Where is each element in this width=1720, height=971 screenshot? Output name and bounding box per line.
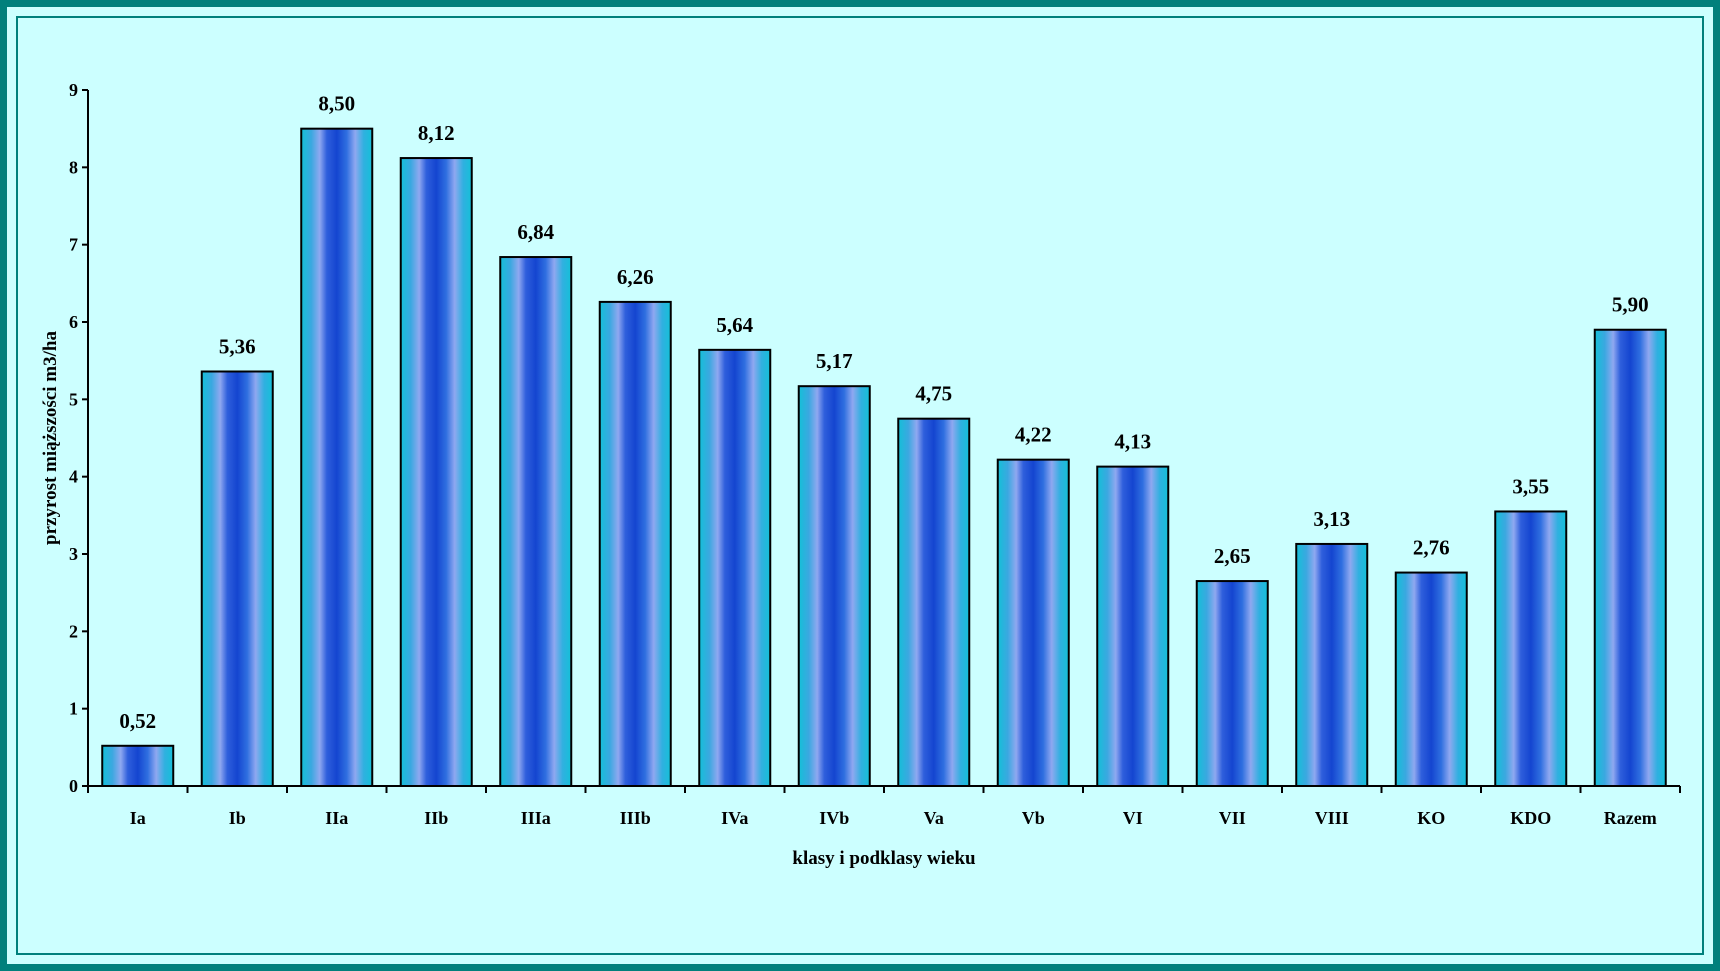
y-tick-label: 7 (69, 235, 78, 255)
x-tick-label: KDO (1510, 808, 1551, 828)
x-tick-label: Ib (229, 808, 246, 828)
chart-frame-inner (16, 16, 1704, 955)
y-tick-label: 3 (69, 544, 78, 564)
bar-IIa (300, 127, 374, 787)
bar-VIII (1295, 542, 1369, 787)
value-label: 5,17 (816, 349, 853, 373)
value-label: 5,36 (219, 334, 256, 358)
y-tick-label: 8 (69, 157, 78, 177)
value-label: 4,22 (1015, 423, 1052, 447)
value-label: 0,52 (119, 709, 156, 733)
value-label: 6,84 (517, 220, 554, 244)
bar-IIb (399, 157, 473, 787)
x-tick-label: IVa (721, 808, 748, 828)
y-tick-label: 9 (69, 80, 78, 100)
x-tick-label: Razem (1604, 808, 1657, 828)
x-tick-label: Ia (130, 808, 146, 828)
bar-Va (897, 417, 971, 787)
value-label: 5,64 (716, 313, 753, 337)
bar-KDO (1494, 510, 1568, 787)
x-tick-label: KO (1417, 808, 1445, 828)
bar-VI (1096, 465, 1170, 787)
x-tick-label: IIIa (521, 808, 551, 828)
y-tick-label: 0 (69, 776, 78, 796)
x-tick-label: VIII (1315, 808, 1349, 828)
y-tick-label: 2 (69, 621, 78, 641)
value-label: 8,50 (318, 92, 355, 116)
bar-IVa (698, 348, 772, 787)
bars-group (101, 127, 1667, 788)
value-label: 4,75 (915, 382, 952, 406)
y-tick-label: 1 (69, 699, 78, 719)
y-tick-label: 4 (69, 467, 78, 487)
y-tick-label: 6 (69, 312, 78, 332)
x-tick-label: Va (924, 808, 944, 828)
value-label: 3,13 (1313, 507, 1350, 531)
bar-IVb (797, 385, 871, 787)
value-label: 2,76 (1413, 536, 1450, 560)
value-label: 8,12 (418, 121, 455, 145)
bar-IIIb (598, 300, 672, 787)
x-tick-label: Vb (1022, 808, 1045, 828)
x-tick-label: IIb (424, 808, 448, 828)
x-axis-title: klasy i podklasy wieku (792, 848, 976, 869)
x-tick-label: IVb (819, 808, 849, 828)
bar-IIIa (499, 256, 573, 788)
bar-Ib (200, 370, 274, 787)
value-label: 4,13 (1114, 430, 1151, 454)
y-tick-label: 5 (69, 389, 78, 409)
value-label: 6,26 (617, 265, 654, 289)
bar-KO (1394, 571, 1468, 787)
x-tick-label: VI (1123, 808, 1143, 828)
labels-group: 0,52 Ia 5,36 Ib 8,50 IIa 8,12 IIb 6,84 IIIa 6,26 II… (119, 92, 1656, 828)
bar-Ia (101, 744, 175, 788)
value-label: 3,55 (1512, 474, 1549, 498)
x-tick-label: IIIb (620, 808, 651, 828)
x-tick-label: VII (1219, 808, 1246, 828)
value-label: 5,90 (1612, 293, 1649, 317)
y-axis-title: przyrost miąższości m3/ha (40, 331, 61, 545)
bar-Vb (996, 458, 1070, 787)
value-label: 2,65 (1214, 544, 1251, 568)
bar-Razem (1593, 328, 1667, 787)
bar-VII (1195, 580, 1269, 787)
x-tick-label: IIa (325, 808, 348, 828)
